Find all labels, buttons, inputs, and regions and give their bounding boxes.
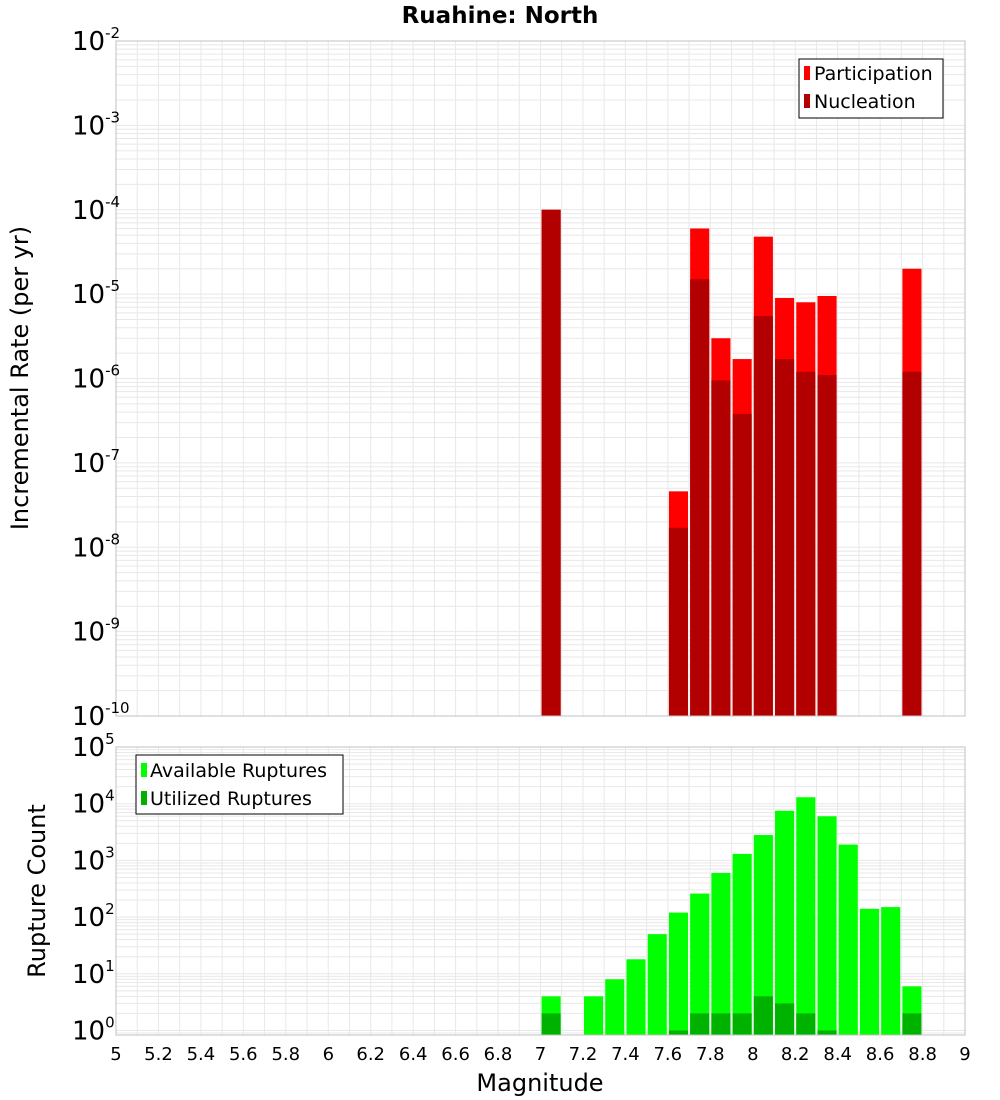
bar-available-ruptures-8.45 xyxy=(838,844,858,1035)
y-tick-label: 100 xyxy=(72,1014,115,1047)
y-tick-label: 10-9 xyxy=(72,615,120,648)
legend-box xyxy=(135,754,344,815)
bar-utilized-ruptures-8.05 xyxy=(753,996,773,1035)
x-tick-label: 7.4 xyxy=(611,1044,640,1065)
x-tick-label: 8.6 xyxy=(866,1044,895,1065)
rate-panel-grid xyxy=(115,41,966,717)
rupture-count-panel-bars xyxy=(541,797,922,1035)
bar-nucleation-7.75 xyxy=(690,279,710,716)
rate-panel-y-label: Incremental Rate (per yr) xyxy=(6,226,34,530)
x-tick-label: 6.6 xyxy=(441,1044,470,1065)
bar-available-ruptures-8.15 xyxy=(775,810,795,1035)
bar-available-ruptures-8.25 xyxy=(796,797,816,1035)
y-tick-label: 101 xyxy=(72,957,115,990)
legend-swatch-available-ruptures xyxy=(141,763,147,777)
y-tick-label: 103 xyxy=(72,843,115,876)
x-tick-label: 5 xyxy=(110,1044,121,1065)
bar-utilized-ruptures-8.35 xyxy=(817,1030,837,1035)
x-tick-label: 8.8 xyxy=(908,1044,937,1065)
bar-utilized-ruptures-7.95 xyxy=(732,1013,752,1035)
rate-panel-y-ticks: 10-2 10-3 10-4 10-5 10-6 10-7 10-8 10-9 10-10 xyxy=(72,24,130,732)
y-tick-label: 10-7 xyxy=(72,446,120,479)
bar-nucleation-8.35 xyxy=(817,375,837,716)
x-tick-label: 9 xyxy=(959,1044,970,1065)
x-tick-label: 7.6 xyxy=(653,1044,682,1065)
y-tick-label: 10-3 xyxy=(72,108,120,141)
bar-utilized-ruptures-7.85 xyxy=(711,1013,731,1035)
rate-panel-frame xyxy=(115,40,966,717)
y-tick-label: 10-8 xyxy=(72,530,120,563)
bar-utilized-ruptures-7.75 xyxy=(690,1013,710,1035)
bar-available-ruptures-7.95 xyxy=(732,853,752,1035)
bar-available-ruptures-7.45 xyxy=(626,959,646,1035)
bar-available-ruptures-8.55 xyxy=(859,908,880,1035)
x-tick-label: 7.2 xyxy=(569,1044,598,1065)
x-axis-ticks: 5 5.2 5.4 5.6 5.8 6 6.2 6.4 6.6 6.8 7 7.2 7.4 7.6 7.8 8… xyxy=(110,1044,970,1065)
bar-nucleation-8.25 xyxy=(796,371,816,716)
y-tick-label: 105 xyxy=(72,730,115,763)
bar-available-ruptures-7.25 xyxy=(584,996,604,1035)
legend-swatch-participation xyxy=(804,66,810,80)
legend-label-utilized-ruptures: Utilized Ruptures xyxy=(150,788,312,810)
x-tick-label: 6.8 xyxy=(484,1044,513,1065)
x-tick-label: 8.2 xyxy=(781,1044,810,1065)
bar-nucleation-7.95 xyxy=(732,413,752,716)
y-tick-label: 104 xyxy=(72,787,115,820)
bar-available-ruptures-7.75 xyxy=(690,893,710,1035)
y-tick-label: 102 xyxy=(72,900,115,933)
x-axis-label: Magnitude xyxy=(476,1069,603,1097)
rupture-count-panel-y-ticks: 105 104 103 102 101 100 xyxy=(72,730,115,1047)
bar-nucleation-8.05 xyxy=(753,316,773,716)
x-tick-label: 6.2 xyxy=(356,1044,385,1065)
legend-label-nucleation: Nucleation xyxy=(814,91,916,113)
y-tick-label: 10-6 xyxy=(72,362,120,395)
bar-nucleation-8.75 xyxy=(902,371,922,716)
bar-available-ruptures-7.65 xyxy=(668,912,689,1035)
bar-utilized-ruptures-8.15 xyxy=(775,1003,795,1035)
bar-nucleation-7.65 xyxy=(668,527,689,716)
bar-utilized-ruptures-8.25 xyxy=(796,1013,816,1035)
x-tick-label: 6 xyxy=(323,1044,334,1065)
bar-utilized-ruptures-7.05 xyxy=(541,1013,561,1035)
bar-available-ruptures-8.05 xyxy=(753,835,773,1035)
rate-panel: 10-2 10-3 10-4 10-5 10-6 10-7 10-8 10-9 10-10 In… xyxy=(6,24,966,732)
y-tick-label: 10-4 xyxy=(72,193,120,226)
bar-available-ruptures-7.35 xyxy=(605,979,625,1035)
x-tick-label: 5.2 xyxy=(144,1044,173,1065)
bar-available-ruptures-8.35 xyxy=(817,816,837,1035)
x-tick-label: 5.4 xyxy=(187,1044,216,1065)
rupture-count-panel-legend: Available Ruptures Utilized Ruptures xyxy=(135,754,344,815)
rate-panel-legend: Participation Nucleation xyxy=(798,58,944,119)
rate-panel-bars xyxy=(541,209,922,716)
bar-available-ruptures-7.55 xyxy=(647,934,667,1035)
bar-utilized-ruptures-8.75 xyxy=(902,1013,922,1035)
bar-utilized-ruptures-7.65 xyxy=(668,1030,689,1035)
legend-swatch-utilized-ruptures xyxy=(141,791,147,805)
legend-label-available-ruptures: Available Ruptures xyxy=(150,760,327,782)
bar-available-ruptures-7.85 xyxy=(711,872,731,1035)
y-tick-label: 10-5 xyxy=(72,277,120,310)
bar-nucleation-7.05 xyxy=(541,209,561,716)
x-tick-label: 8.4 xyxy=(823,1044,852,1065)
y-tick-label: 10-2 xyxy=(72,24,120,57)
x-tick-label: 6.4 xyxy=(399,1044,428,1065)
bar-nucleation-7.85 xyxy=(711,380,731,716)
bar-nucleation-8.15 xyxy=(775,359,795,716)
legend-swatch-nucleation xyxy=(804,94,810,108)
x-tick-label: 5.8 xyxy=(271,1044,300,1065)
legend-label-participation: Participation xyxy=(814,63,933,85)
bar-available-ruptures-8.65 xyxy=(881,907,901,1035)
y-tick-label: 10-10 xyxy=(72,699,130,732)
x-tick-label: 5.6 xyxy=(229,1044,258,1065)
chart-title: Ruahine: North xyxy=(402,3,599,29)
rupture-count-panel: 105 104 103 102 101 100 Rupture Count Availab… xyxy=(23,730,966,1047)
rupture-count-panel-y-label: Rupture Count xyxy=(23,804,51,978)
x-tick-label: 7.8 xyxy=(696,1044,725,1065)
rupture-count-panel-frame xyxy=(115,746,966,1036)
x-tick-label: 8 xyxy=(747,1044,758,1065)
legend-box xyxy=(798,58,944,119)
x-tick-label: 7 xyxy=(535,1044,546,1065)
